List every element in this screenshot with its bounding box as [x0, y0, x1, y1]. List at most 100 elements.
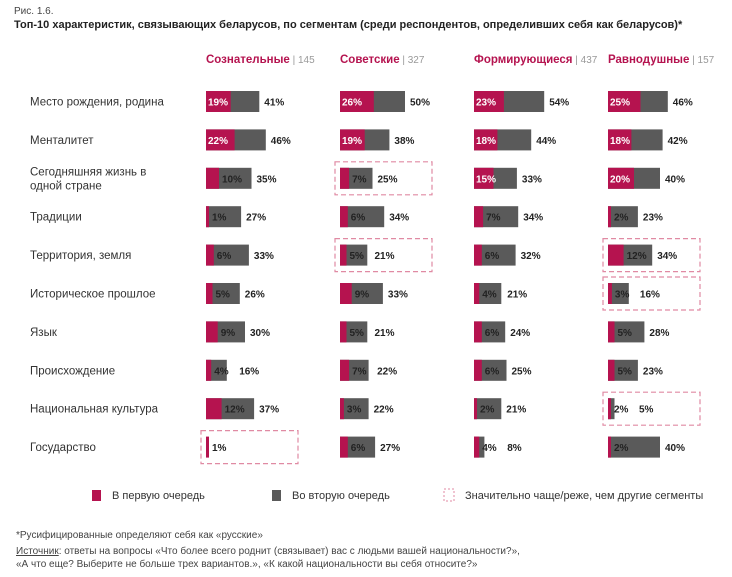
- legend-label-second: Во вторую очередь: [292, 490, 390, 502]
- bar-second-3-8: [474, 359, 507, 381]
- legend-swatch-second: [272, 490, 281, 501]
- footnote-source-line-2: «А что еще? Выберите не больше трех вари…: [16, 559, 478, 570]
- bar-first-3-10: [474, 436, 480, 458]
- label-total-3-5: 32%: [521, 251, 541, 262]
- bar-first-3-4: [474, 206, 484, 228]
- label-first-2-4: 6%: [351, 213, 366, 224]
- label-total-3-4: 34%: [523, 213, 543, 224]
- segment-count: 437: [581, 55, 598, 66]
- label-first-2-10: 6%: [351, 443, 366, 454]
- label-total-4-7: 28%: [649, 328, 669, 339]
- label-first-2-1: 26%: [342, 98, 362, 109]
- label-total-4-10: 40%: [665, 443, 685, 454]
- bar-first-4-2: [608, 129, 632, 151]
- label-first-4-10: 2%: [614, 443, 629, 454]
- label-total-4-8: 23%: [643, 366, 663, 377]
- label-first-1-10: 1%: [212, 443, 227, 454]
- label-total-2-1: 50%: [410, 98, 430, 109]
- segment-count: 327: [408, 55, 425, 66]
- bar-first-2-6: [340, 283, 352, 304]
- label-first-3-9: 2%: [480, 405, 495, 416]
- label-total-4-1: 46%: [673, 98, 693, 109]
- bar-first-1-7: [206, 321, 218, 343]
- label-total-1-6: 26%: [245, 290, 265, 301]
- label-total-1-1: 41%: [264, 98, 284, 109]
- bar-first-1-10: [206, 436, 209, 458]
- category-label-10: Государство: [30, 442, 96, 454]
- label-first-3-8: 6%: [485, 366, 500, 377]
- category-label-7: Язык: [30, 327, 58, 339]
- label-first-2-7: 5%: [350, 328, 365, 339]
- segment-header-3: Формирующиеся | 437: [474, 54, 598, 66]
- figure-label: Рис. 1.6.: [14, 6, 54, 17]
- source-line-1: : ответы на вопросы «Что более всего род…: [58, 546, 520, 557]
- label-first-2-9: 3%: [347, 405, 362, 416]
- bar-first-1-5: [206, 244, 214, 266]
- label-first-3-7: 6%: [485, 328, 500, 339]
- label-total-3-6: 21%: [507, 290, 527, 301]
- segment-count: 145: [298, 55, 315, 66]
- bar-first-2-3: [340, 167, 350, 189]
- bar-first-3-3: [474, 167, 494, 189]
- bar-first-1-3: [206, 167, 219, 189]
- bar-first-3-2: [474, 129, 498, 151]
- highlight-box-1-10: [200, 430, 299, 465]
- label-first-3-3: 15%: [476, 174, 496, 185]
- label-total-2-10: 27%: [380, 443, 400, 454]
- bar-first-1-1: [206, 91, 231, 112]
- label-first-3-2: 18%: [476, 136, 496, 147]
- bar-second-3-5: [474, 244, 516, 266]
- bar-second-2-5: [340, 244, 368, 266]
- bar-first-1-9: [206, 398, 222, 420]
- bar-first-4-6: [608, 283, 612, 304]
- bar-first-2-2: [340, 129, 365, 151]
- category-label-4: Традиции: [30, 212, 82, 224]
- bar-second-4-4: [608, 206, 638, 228]
- label-total-3-7: 24%: [510, 328, 530, 339]
- label-total-2-8: 22%: [377, 366, 397, 377]
- highlight-box-2-5: [334, 238, 433, 273]
- bar-first-4-1: [608, 91, 641, 112]
- bar-first-2-4: [340, 206, 348, 228]
- highlight-box-4-5: [602, 238, 701, 273]
- label-total-3-8: 25%: [512, 366, 532, 377]
- label-first-1-1: 19%: [208, 98, 228, 109]
- bar-first-3-5: [474, 244, 482, 266]
- bar-second-1-4: [206, 206, 242, 228]
- bar-first-4-5: [608, 244, 624, 266]
- segment-separator: |: [689, 55, 697, 66]
- label-total-2-7: 21%: [375, 328, 395, 339]
- label-first-4-8: 5%: [618, 366, 633, 377]
- bar-first-3-8: [474, 359, 482, 381]
- segment-header-2: Советские | 327: [340, 54, 425, 66]
- label-total-4-3: 40%: [665, 174, 685, 185]
- legend-label-highlight: Значительно чаще/реже, чем другие сегмен…: [465, 490, 703, 502]
- category-label-line: одной стране: [30, 180, 102, 192]
- bar-second-4-8: [608, 359, 638, 381]
- bar-first-1-2: [206, 129, 235, 151]
- segment-separator: |: [400, 55, 408, 66]
- bar-second-4-7: [608, 321, 645, 343]
- category-label-1: Место рождения, родина: [30, 97, 164, 109]
- label-first-2-8: 7%: [352, 366, 367, 377]
- bar-first-1-6: [206, 283, 213, 304]
- label-first-4-5: 12%: [627, 251, 647, 262]
- label-first-3-4: 7%: [486, 213, 501, 224]
- bar-first-2-10: [340, 436, 348, 458]
- label-first-2-3: 7%: [352, 174, 367, 185]
- bar-first-1-8: [206, 359, 212, 381]
- legend-label-first: В первую очередь: [112, 490, 205, 502]
- category-label-6: Историческое прошлое: [30, 289, 156, 301]
- label-total-1-9: 37%: [259, 405, 279, 416]
- bar-first-3-1: [474, 91, 504, 112]
- label-total-4-6: 16%: [640, 290, 660, 301]
- label-first-4-4: 2%: [614, 213, 629, 224]
- segment-count: 157: [698, 55, 715, 66]
- label-first-2-5: 5%: [350, 251, 365, 262]
- label-total-4-5: 34%: [657, 251, 677, 262]
- bar-first-4-3: [608, 167, 634, 189]
- bar-second-2-7: [340, 321, 368, 343]
- category-label-9: Национальная культура: [30, 404, 159, 416]
- bar-second-4-9: [608, 398, 615, 420]
